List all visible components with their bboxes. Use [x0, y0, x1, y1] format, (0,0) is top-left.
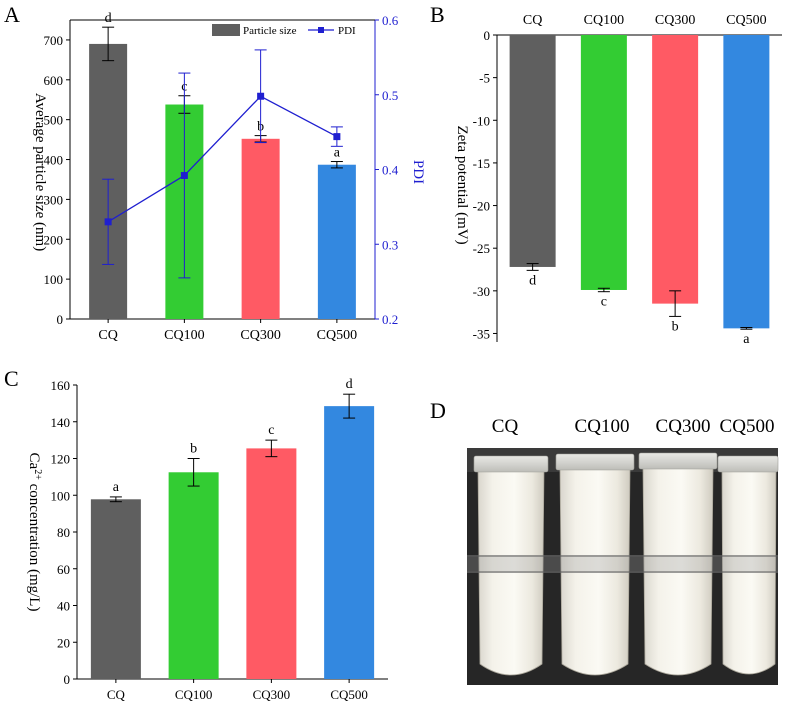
- c-bar-cq500: [324, 406, 375, 679]
- b-y-tick-label-0: -35: [473, 326, 490, 341]
- b-bar-cq100: [580, 35, 627, 290]
- b-y-tick-label-7: 0: [484, 28, 491, 43]
- a-y2-axis-label: PDI: [410, 160, 426, 184]
- a-y2-tick-label-4: 0.6: [382, 13, 399, 28]
- b-x-tick-label-cq100: CQ100: [584, 13, 624, 28]
- pdi-point-cq500: [333, 133, 341, 141]
- a-y-tick-label-1: 100: [44, 272, 64, 287]
- c-x-tick-label-cq100: CQ100: [175, 687, 213, 702]
- c-x-tick-label-cq500: CQ500: [330, 687, 368, 702]
- legend-marker-pdi: [318, 27, 324, 33]
- a-letter-cq500: a: [334, 146, 341, 161]
- rack-bar: [467, 555, 778, 573]
- a-y-tick-label-5: 500: [44, 113, 64, 128]
- legend-label-pdi: PDI: [338, 25, 356, 37]
- c-bar-cq: [90, 499, 141, 679]
- a-legend: Particle size PDI: [212, 24, 356, 37]
- b-y-tick-label-5: -10: [473, 113, 490, 128]
- a-y-tick-label-4: 400: [44, 153, 64, 168]
- a-x-tick-label-cq: CQ: [98, 328, 117, 343]
- b-y-tick-label-1: -30: [473, 284, 490, 299]
- c-letter-cq100: b: [190, 442, 197, 457]
- a-y-tick-label-2: 200: [44, 232, 64, 247]
- a-y-tick-label-3: 300: [44, 192, 64, 207]
- panel-label-c: C: [4, 366, 19, 391]
- photo-panel: CQ CQ100 CQ300 CQ500: [467, 416, 779, 685]
- photo-label-cq100: CQ100: [575, 416, 630, 437]
- c-y-tick-label-8: 160: [51, 378, 71, 393]
- a-bar-cq500: [317, 164, 356, 319]
- pdi-line: [107, 95, 338, 223]
- tube-cq100: [555, 453, 635, 676]
- panel-label-b: B: [430, 2, 445, 27]
- sample-tubes: [473, 452, 779, 676]
- tube-cq500: [717, 455, 779, 675]
- c-y-tick-label-5: 100: [51, 488, 71, 503]
- a-x-tick-label-cq100: CQ100: [164, 328, 204, 343]
- pdi-point-cq: [104, 218, 112, 226]
- a-x-tick-label-cq500: CQ500: [317, 328, 357, 343]
- b-y-tick-label-6: -5: [479, 71, 490, 86]
- a-y-tick-label-0: 0: [57, 312, 64, 327]
- pdi-point-cq300: [257, 92, 265, 100]
- c-y-tick-label-4: 80: [57, 525, 70, 540]
- tube-cq300: [638, 452, 718, 676]
- a-y-axis-label: Average particle size (nm): [32, 93, 48, 251]
- c-y-axis-label: Ca2+ concentration (mg/L): [26, 453, 44, 612]
- chart-c: a b c d 0 20 40 60 80 100 120 140 160 CQ CQ100 CQ300 C…: [26, 377, 388, 702]
- b-y-tick-label-4: -15: [473, 156, 490, 171]
- b-letter-cq100: c: [601, 295, 607, 310]
- c-y-tick-label-0: 0: [64, 672, 71, 687]
- a-y-tick-label-6: 600: [44, 73, 64, 88]
- c-x-tick-label-cq300: CQ300: [253, 687, 291, 702]
- b-letter-cq300: b: [672, 319, 679, 334]
- b-bar-cq500: [723, 35, 770, 329]
- c-bar-cq300: [246, 448, 297, 679]
- tube-cq: [473, 455, 549, 676]
- panel-label-a: A: [4, 2, 20, 27]
- a-letter-cq: d: [105, 11, 112, 26]
- b-x-tick-label-cq: CQ: [523, 13, 542, 28]
- c-y-tick-label-2: 40: [57, 599, 70, 614]
- a-y2-tick-label-0: 0.2: [382, 312, 398, 327]
- photo-label-cq500: CQ500: [720, 416, 775, 437]
- legend-label-particle-size: Particle size: [243, 25, 297, 37]
- photo-label-cq300: CQ300: [656, 416, 711, 437]
- b-letter-cq500: a: [743, 332, 750, 347]
- c-bar-cq100: [168, 472, 219, 679]
- b-letter-cq: d: [529, 273, 536, 288]
- a-y2-tick-label-3: 0.5: [382, 88, 398, 103]
- c-y-tick-label-1: 20: [57, 635, 70, 650]
- c-y-tick-label-3: 60: [57, 562, 70, 577]
- a-x-tick-label-cq300: CQ300: [240, 328, 280, 343]
- c-y-tick-label-7: 140: [51, 415, 71, 430]
- c-x-tick-label-cq: CQ: [107, 687, 126, 702]
- b-y-axis-label: Zeta potential (mV): [454, 125, 470, 244]
- b-x-tick-label-cq300: CQ300: [655, 13, 695, 28]
- a-bar-cq300: [241, 138, 280, 319]
- legend-swatch-particle-size: [212, 24, 240, 36]
- b-x-tick-label-cq500: CQ500: [726, 13, 766, 28]
- c-letter-cq500: d: [346, 377, 353, 392]
- c-letter-cq: a: [113, 480, 120, 495]
- a-y2-tick-label-2: 0.4: [382, 163, 399, 178]
- pdi-point-cq100: [180, 171, 188, 179]
- photo-label-cq: CQ: [492, 416, 519, 437]
- b-bar-cq300: [652, 35, 699, 304]
- a-y2-tick-label-1: 0.3: [382, 237, 398, 252]
- c-y-tick-label-6: 120: [51, 452, 71, 467]
- b-bar-cq: [509, 35, 556, 267]
- c-letter-cq300: c: [268, 423, 274, 438]
- chart-b: d c b a -35 -30 -25 -20 -15 -10 -5 0 CQ CQ100 CQ300 C…: [454, 13, 782, 347]
- a-y-tick-label-7: 700: [44, 33, 64, 48]
- panel-label-d: D: [430, 398, 446, 423]
- b-y-tick-label-2: -25: [473, 241, 490, 256]
- b-y-tick-label-3: -20: [473, 199, 490, 214]
